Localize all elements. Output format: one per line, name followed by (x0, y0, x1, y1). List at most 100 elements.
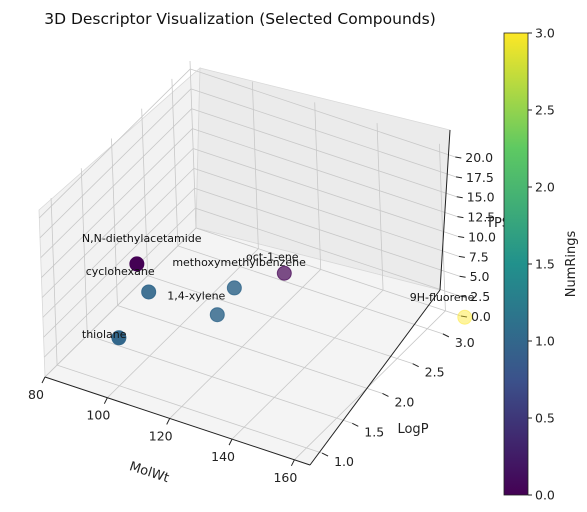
z-tick (459, 275, 466, 278)
data-point (129, 256, 145, 272)
chart-title: 3D Descriptor Visualization (Selected Co… (44, 10, 436, 28)
point-label: oct-1-ene (246, 250, 299, 263)
gridline-z (190, 68, 456, 158)
gridline-z (192, 128, 458, 217)
z-tick-label: 7.5 (469, 249, 489, 264)
x-tick-label: 100 (86, 408, 110, 423)
y-axis-label: LogP (397, 422, 428, 437)
gridline-z (41, 128, 193, 278)
gridline-z (193, 148, 459, 237)
point-label: cyclohexane (86, 265, 155, 278)
y-tick-label: 1.0 (334, 454, 354, 469)
y-tick (412, 363, 419, 368)
y-tick-label: 2.0 (394, 394, 414, 409)
y-axis-line (309, 289, 441, 466)
gridline-z (191, 108, 457, 198)
gridline-z (44, 227, 197, 378)
colorbar-tick-label: 0.5 (535, 411, 555, 426)
z-tick (457, 216, 464, 219)
point-label: methoxymethylbenzene (172, 256, 306, 269)
y-tick (352, 422, 359, 427)
z-tick (458, 255, 465, 258)
gridline-x (169, 269, 321, 419)
y-tick-label: 1.5 (364, 424, 384, 439)
colorbar-tick-label: 1.0 (535, 334, 555, 349)
data-point (141, 284, 157, 300)
point-label: 1,4-xylene (167, 290, 225, 303)
gridline-z (42, 168, 195, 318)
x-tick (166, 418, 171, 425)
gridline-z (193, 167, 459, 257)
x-tick (103, 397, 108, 404)
colorbar (503, 32, 529, 496)
data-point (209, 307, 225, 323)
gridline-y (117, 305, 383, 394)
x-tick-label: 160 (273, 470, 297, 485)
gridline-y (56, 364, 323, 454)
scatter-points: N,N-diethylacetamide methoxymethylbenzene… (82, 232, 475, 346)
z-tick (458, 235, 465, 238)
gridline-z (195, 207, 461, 297)
gridline-y (177, 245, 444, 335)
x-tick-label: 120 (149, 428, 173, 443)
gridline-x (107, 248, 259, 398)
colorbar-tick-label: 1.5 (535, 257, 555, 272)
axis-ticks: 80 100 120 140 160 1.0 1.5 2.0 2.5 3.0 0.0 2.5 5.0 7.… (28, 150, 496, 485)
x-tick-label: 140 (211, 449, 235, 464)
point-label: N,N-diethylacetamide (82, 232, 202, 245)
colorbar-ticks: 0.0 0.5 1.0 1.5 2.0 2.5 3.0 (528, 26, 555, 503)
gridline-z (44, 207, 196, 358)
gridline-y (147, 275, 413, 365)
z-axis-line (439, 129, 451, 291)
axis-lines (44, 129, 451, 466)
z-tick (456, 196, 463, 199)
z-tick (455, 156, 462, 159)
z-tick-label: 10.0 (468, 229, 496, 244)
y-tick (382, 393, 389, 397)
x-tick-label: 80 (28, 387, 44, 402)
data-point (457, 309, 473, 325)
x-axis-line (44, 376, 311, 466)
y-tick (442, 333, 450, 338)
gridline-x (294, 310, 446, 461)
y-tick (321, 452, 329, 457)
x-tick (228, 438, 233, 446)
z-tick (455, 176, 463, 179)
colorbar-tick-label: 0.0 (535, 488, 555, 503)
gridline-z (190, 88, 457, 178)
gridline-z (195, 227, 462, 317)
z-tick-label: 17.5 (466, 170, 494, 185)
y-tick-label: 2.5 (425, 365, 445, 380)
x-axis-label: MolWt (127, 459, 170, 486)
colorbar-tick-label: 3.0 (535, 26, 555, 41)
z-tick-label: 15.0 (467, 190, 495, 205)
gridline-z (39, 88, 192, 239)
gridline-y (87, 334, 353, 424)
gridline-z (43, 187, 195, 338)
data-point (276, 265, 292, 281)
z-tick-label: 2.5 (470, 289, 490, 304)
x-tick (41, 376, 46, 384)
z-tick-label: 0.0 (471, 309, 491, 324)
x-tick (290, 459, 295, 467)
gridline-z (194, 187, 460, 277)
z-tick-label: 5.0 (470, 269, 490, 284)
gridline-z (41, 148, 194, 298)
point-label: thiolane (82, 328, 127, 341)
data-point (226, 280, 242, 296)
point-label: 9H-fluorene (410, 291, 475, 304)
grid-lines (39, 60, 462, 461)
gridline-x (231, 289, 384, 440)
z-tick-label: 20.0 (465, 150, 493, 165)
z-tick (460, 295, 467, 298)
z-tick (460, 315, 468, 318)
y-tick-label: 3.0 (455, 335, 475, 350)
colorbar-label: NumRings (564, 231, 579, 298)
z-tick-label: 12.5 (467, 210, 495, 225)
colorbar-tick-label: 2.0 (535, 180, 555, 195)
gridline-z (39, 68, 191, 219)
gridline-z (40, 108, 192, 258)
colorbar-tick-label: 2.5 (535, 103, 555, 118)
data-point (111, 330, 127, 346)
